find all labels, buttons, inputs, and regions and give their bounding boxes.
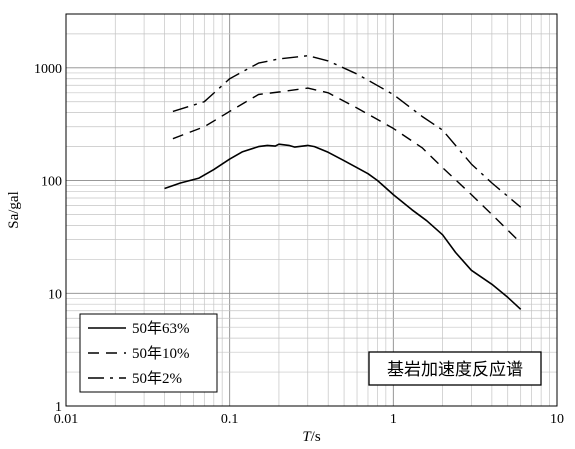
y-tick-label: 10: [48, 287, 62, 302]
y-tick-label: 100: [41, 175, 62, 190]
series-line-dashdot: [172, 55, 522, 208]
annotation: 基岩加速度反应谱: [368, 351, 542, 386]
x-tick-label: 1: [390, 412, 397, 427]
plot-frame: [65, 13, 558, 407]
x-tick-label: 0.1: [221, 412, 239, 427]
legend-label: 50年2%: [132, 370, 182, 387]
x-axis-label-unit: /s: [311, 429, 321, 445]
grid: [65, 13, 557, 407]
annotation-text: 基岩加速度反应谱: [387, 360, 523, 379]
y-tick-label: 1: [55, 400, 62, 415]
x-axis-label-symbol: T: [302, 429, 312, 445]
x-tick-label: 0.01: [54, 412, 79, 427]
legend-box: [79, 313, 218, 393]
legend: 50年63% 50年10% 50年2%: [79, 313, 218, 393]
legend-label: 50年10%: [132, 345, 190, 362]
series-line-dashed: [172, 87, 522, 244]
legend-label: 50年63%: [132, 320, 190, 337]
tick-labels: 0.01 0.1 1 10 1 10 100 1000: [34, 62, 564, 427]
annotation-box: [368, 351, 542, 386]
y-axis-label: Sa/gal: [6, 191, 22, 229]
y-tick-label: 1000: [34, 62, 62, 77]
x-axis-label: T/s: [302, 429, 321, 445]
x-tick-label: 10: [550, 412, 564, 427]
series-layer: [164, 55, 522, 310]
series-line-solid: [164, 143, 522, 310]
